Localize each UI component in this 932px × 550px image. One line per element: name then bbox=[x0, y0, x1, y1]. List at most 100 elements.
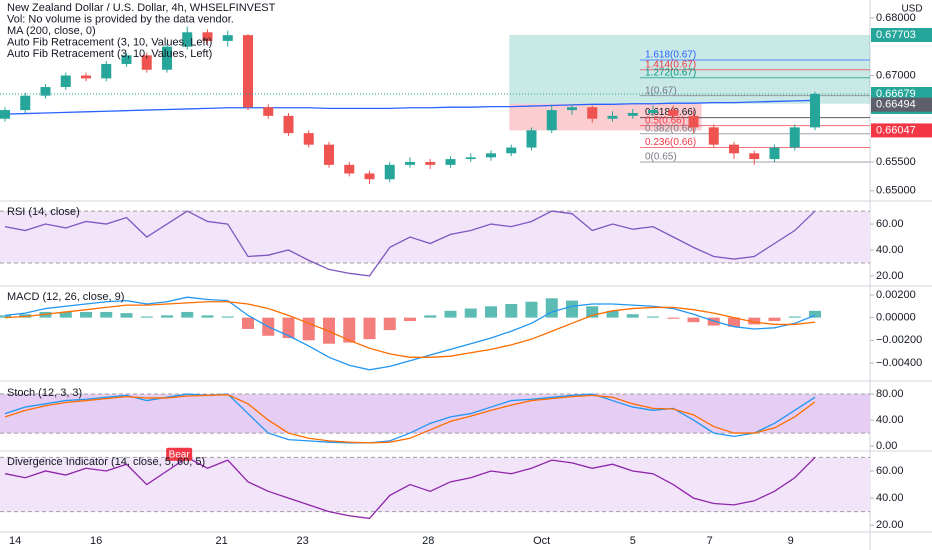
candle-body bbox=[526, 130, 537, 148]
fib-label: 0.236(0.66) bbox=[645, 137, 696, 148]
candle-body bbox=[141, 55, 152, 70]
price-label-box bbox=[871, 87, 932, 102]
candle-body bbox=[465, 157, 476, 160]
price-label-box bbox=[871, 123, 932, 138]
x-tick-label: 7 bbox=[707, 535, 713, 547]
band-fill bbox=[0, 457, 870, 512]
candle-body bbox=[587, 107, 598, 119]
histogram-bar bbox=[383, 317, 396, 331]
histogram-bar bbox=[201, 315, 214, 318]
candle-body bbox=[648, 110, 658, 113]
fib-label: 0.382(0.66) bbox=[645, 123, 696, 134]
histogram-bar bbox=[282, 317, 295, 339]
candle-body bbox=[546, 110, 557, 131]
candle-body bbox=[121, 55, 132, 64]
candle-body bbox=[283, 115, 294, 134]
annotation-label: Bear bbox=[169, 449, 191, 460]
candle-body bbox=[243, 35, 253, 108]
y-tick-label: 0.68000 bbox=[876, 12, 916, 24]
x-tick-label: 28 bbox=[422, 535, 434, 547]
x-tick-label: Oct bbox=[533, 535, 550, 547]
histogram-bar bbox=[0, 315, 11, 318]
y-tick-label: 40.00 bbox=[876, 244, 904, 256]
candle-body bbox=[486, 153, 496, 158]
histogram-bar bbox=[809, 310, 821, 318]
price-label: 0.66047 bbox=[876, 124, 916, 136]
fib-label: 1.618(0.67) bbox=[645, 50, 696, 61]
x-tick-label: 9 bbox=[788, 535, 794, 547]
histogram-bar bbox=[525, 301, 538, 318]
candle-body bbox=[344, 164, 355, 174]
y-tick-label: −0.00400 bbox=[876, 357, 922, 369]
y-tick-label: 40.00 bbox=[876, 492, 904, 504]
candle-body bbox=[40, 87, 51, 96]
candle-body bbox=[60, 75, 71, 88]
panel-title: RSI (14, close) bbox=[7, 206, 80, 218]
price-label-box bbox=[871, 97, 932, 112]
panel-title: MACD (12, 26, close, 9) bbox=[7, 291, 124, 303]
candle-body bbox=[506, 147, 517, 154]
histogram-bar bbox=[788, 316, 801, 318]
price-label: 0.66679 bbox=[876, 88, 916, 100]
price-label: 0.66494 bbox=[876, 99, 916, 111]
header-line: Auto Fib Retracement (3, 10, Values, Lef… bbox=[7, 48, 212, 60]
candle-body bbox=[20, 95, 31, 111]
candle-body bbox=[303, 133, 314, 145]
header-line: MA (200, close, 0) bbox=[7, 25, 96, 37]
y-tick-label: 60.00 bbox=[876, 218, 904, 230]
x-tick-label: 5 bbox=[630, 535, 636, 547]
candle-body bbox=[222, 35, 233, 41]
candle-body bbox=[101, 63, 112, 79]
x-tick-label: 21 bbox=[216, 535, 228, 547]
fib-label: 1.414(0.67) bbox=[645, 59, 696, 70]
candle-body bbox=[81, 75, 91, 79]
candle-body bbox=[769, 147, 780, 160]
histogram-bar bbox=[242, 317, 254, 329]
histogram-bar bbox=[687, 317, 700, 323]
fib-label: 0.5(0.66) bbox=[645, 115, 685, 126]
y-tick-label: 20.00 bbox=[876, 519, 904, 531]
band-fill bbox=[0, 211, 870, 263]
histogram-bar bbox=[485, 306, 497, 318]
candle-body bbox=[425, 161, 436, 165]
panel-title: Divergence Indicator (14, close, 5, 60, … bbox=[7, 456, 205, 468]
indicator-line bbox=[4, 301, 816, 358]
histogram-bar bbox=[545, 298, 558, 318]
histogram-bar bbox=[566, 300, 578, 318]
histogram-bar bbox=[667, 317, 680, 319]
indicator-line bbox=[4, 99, 816, 115]
candle-body bbox=[162, 46, 172, 70]
y-tick-label: 0.00 bbox=[876, 440, 897, 452]
histogram-bar bbox=[505, 304, 518, 318]
histogram-bar bbox=[59, 311, 72, 318]
histogram-bar bbox=[100, 311, 113, 318]
indicator-line bbox=[4, 393, 816, 444]
candle-body bbox=[567, 107, 577, 111]
y-tick-label: 40.00 bbox=[876, 414, 904, 426]
candle-body bbox=[324, 144, 334, 165]
histogram-bar bbox=[728, 317, 740, 327]
histogram-bar bbox=[647, 316, 659, 318]
candle-body bbox=[364, 173, 375, 180]
candle-body bbox=[708, 127, 719, 145]
histogram-bar bbox=[221, 316, 234, 318]
candle-body bbox=[810, 93, 820, 128]
currency: USD bbox=[901, 4, 922, 15]
x-tick-label: 16 bbox=[90, 535, 102, 547]
histogram-bar bbox=[80, 311, 92, 318]
histogram-bar bbox=[748, 317, 761, 325]
y-tick-label: 0.67000 bbox=[876, 69, 916, 81]
histogram-bar bbox=[302, 317, 315, 341]
y-tick-label: −0.00200 bbox=[876, 334, 922, 346]
candle-body bbox=[405, 161, 415, 165]
histogram-bar bbox=[404, 317, 416, 322]
candle-body bbox=[668, 110, 679, 116]
fib-label: 0(0.65) bbox=[645, 152, 677, 163]
candle-body bbox=[749, 153, 760, 160]
fib-label: 1.272(0.67) bbox=[645, 67, 696, 78]
candle-body bbox=[627, 112, 638, 116]
price-label: 0.67703 bbox=[876, 29, 916, 41]
candle-body bbox=[688, 115, 699, 128]
candle-body bbox=[789, 127, 800, 148]
